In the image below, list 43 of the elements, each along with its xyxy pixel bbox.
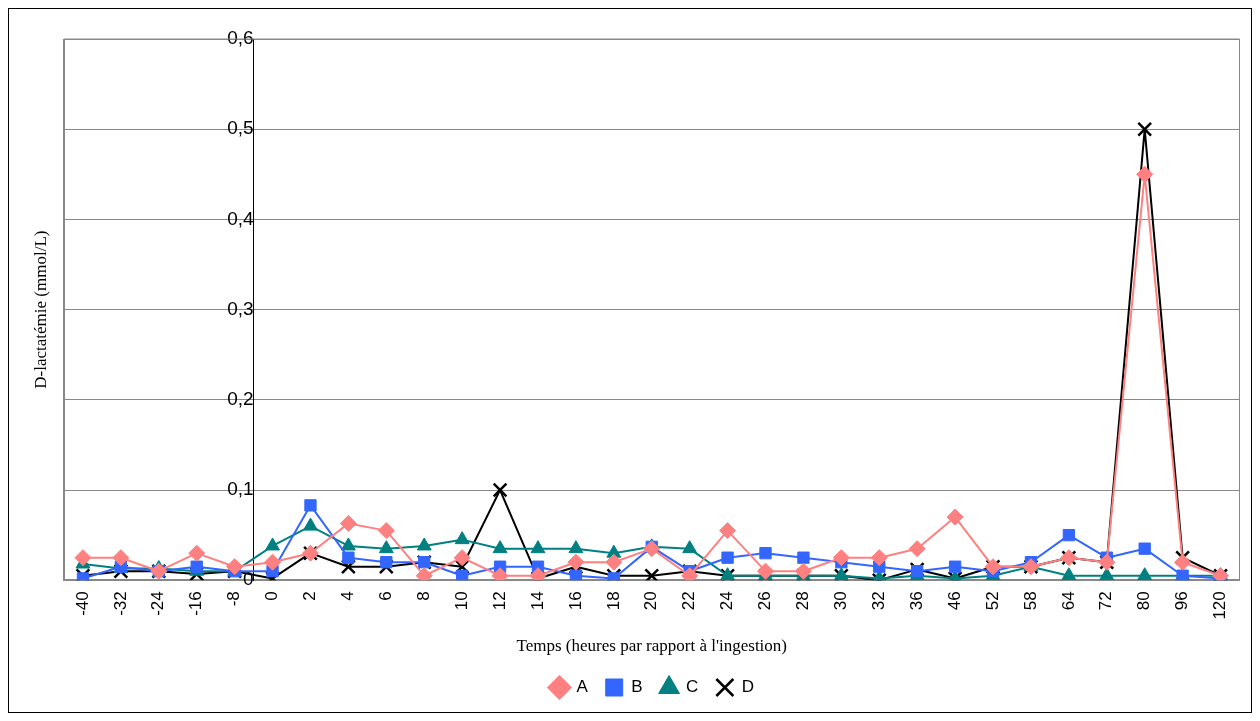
y-tick-label: 0,5 <box>227 117 254 139</box>
x-tick-label: 6 <box>376 591 395 601</box>
x-tick-label: 4 <box>338 591 358 601</box>
x-tick-label: -16 <box>186 591 206 616</box>
x-tick-label: 18 <box>603 591 623 611</box>
x-tick-label: 12 <box>489 591 509 611</box>
y-tick-label: 0,3 <box>227 297 254 319</box>
legend-label: A <box>576 677 589 697</box>
x-tick-label: 58 <box>1020 591 1040 611</box>
x-tick-label: 36 <box>906 591 926 611</box>
x-tick-label: 28 <box>793 591 813 611</box>
x-tick-label: 20 <box>641 591 661 611</box>
x-tick-label: 2 <box>300 591 320 601</box>
x-tick-label: 8 <box>413 591 433 601</box>
x-tick-label: 96 <box>1172 591 1192 611</box>
x-tick-label: 72 <box>1096 591 1116 611</box>
x-tick-label: 26 <box>755 591 775 611</box>
x-tick-label: -32 <box>110 591 130 616</box>
x-tick-label: 0 <box>262 591 282 601</box>
y-tick-label: 0,2 <box>227 388 254 410</box>
x-tick-label: 10 <box>451 591 471 611</box>
x-tick-label: 14 <box>527 591 547 611</box>
legend-label: C <box>686 677 699 697</box>
x-tick-label: 46 <box>944 591 964 611</box>
x-tick-label: 80 <box>1134 591 1154 611</box>
y-axis-title: D-lactatémie (mmol/L) <box>31 230 51 389</box>
x-tick-label: 24 <box>717 591 737 611</box>
x-tick-label: 52 <box>982 591 1002 611</box>
legend-label: B <box>631 677 643 697</box>
x-tick-label: -24 <box>148 591 168 616</box>
y-tick-label: 0,1 <box>227 478 254 500</box>
x-tick-label: 16 <box>565 591 585 611</box>
legend-label: D <box>741 677 755 697</box>
x-tick-label: -40 <box>72 591 92 616</box>
x-tick-label: 30 <box>831 591 851 611</box>
y-tick-label: 0,4 <box>227 207 255 229</box>
x-tick-label: 32 <box>868 591 888 611</box>
x-tick-label: 64 <box>1058 591 1078 611</box>
x-tick-label: -8 <box>224 591 244 607</box>
x-tick-label: 120 <box>1210 591 1230 620</box>
x-axis-title: Temps (heures par rapport à l'ingestion) <box>516 636 787 656</box>
y-tick-label: 0,6 <box>227 27 254 49</box>
x-tick-label: 22 <box>679 591 699 611</box>
